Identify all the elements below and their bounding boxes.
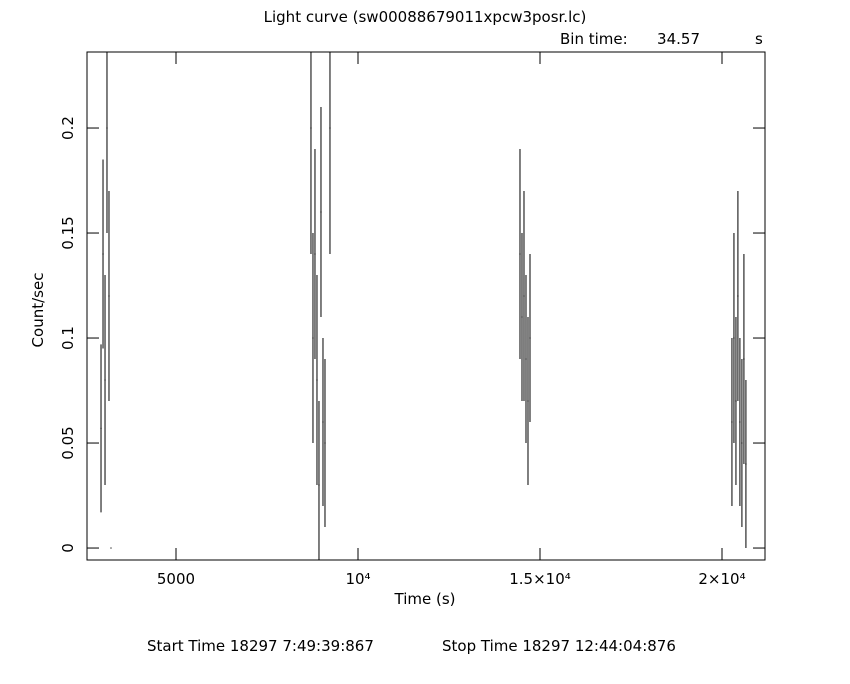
y-tick-label: 0.1 — [59, 326, 77, 350]
y-tick-label: 0.15 — [59, 216, 77, 249]
data-layer — [100, 52, 747, 560]
bin-time: 34.57 — [657, 30, 700, 48]
x-axis-label: Time (s) — [394, 590, 456, 608]
x-tick-label: 1.5×10⁴ — [509, 570, 571, 588]
x-tick-label: 5000 — [157, 570, 195, 588]
bin-time-unit: s — [755, 30, 763, 48]
chart-title: Light curve (sw00088679011xpcw3posr.lc) — [264, 8, 587, 26]
y-tick-label: 0.05 — [59, 426, 77, 459]
plot-frame — [86, 51, 766, 561]
start-time: Start Time 18297 7:49:39:867 — [147, 637, 374, 655]
stop-time: Stop Time 18297 12:44:04:876 — [442, 637, 676, 655]
y-axis-label: Count/sec — [29, 273, 47, 348]
bin-time-label: Bin time: — [560, 30, 628, 48]
y-tick-label: 0.2 — [59, 116, 77, 140]
y-tick-label: 0 — [59, 543, 77, 553]
x-tick-label: 10⁴ — [345, 570, 370, 588]
x-tick-label: 2×10⁴ — [698, 570, 745, 588]
